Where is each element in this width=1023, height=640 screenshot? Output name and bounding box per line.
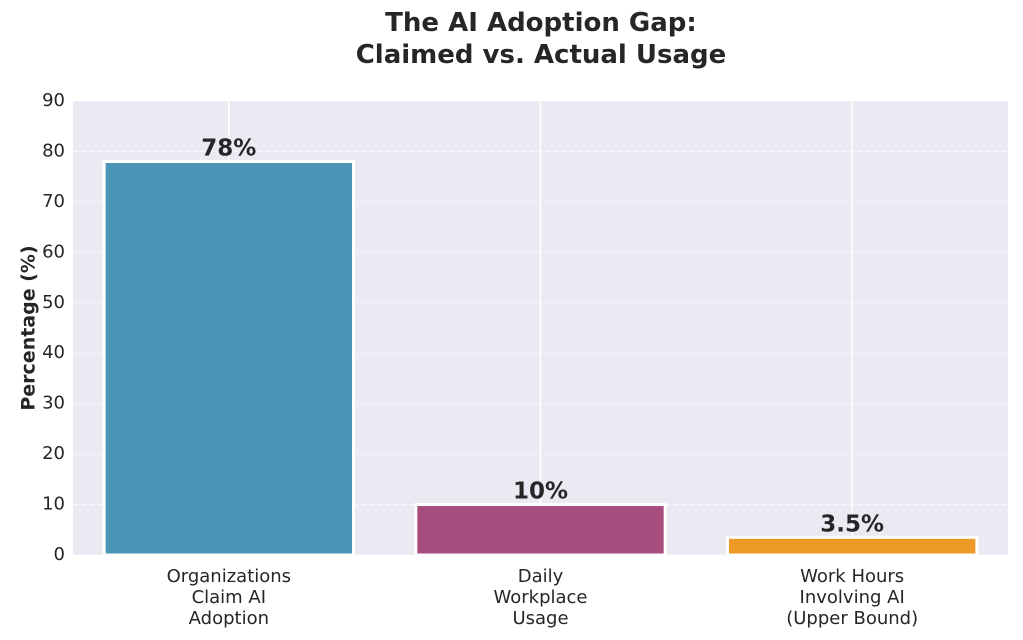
y-tick-label: 20 (42, 443, 65, 464)
x-tick-label: Daily Workplace Usage (493, 566, 587, 629)
y-tick-label: 50 (42, 292, 65, 313)
bar (726, 535, 979, 557)
y-tick-label: 30 (42, 393, 65, 414)
y-axis-label: Percentage (%) (18, 245, 40, 410)
y-tick-label: 0 (54, 544, 65, 565)
y-tick-label: 80 (42, 140, 65, 161)
bar (414, 503, 667, 557)
value-label: 3.5% (820, 511, 884, 537)
chart-title: The AI Adoption Gap: Claimed vs. Actual U… (356, 8, 727, 70)
y-tick-label: 70 (42, 191, 65, 212)
x-tick-label: Work Hours Involving AI (Upper Bound) (786, 566, 918, 629)
bar (102, 160, 355, 557)
x-tick-label: Organizations Claim AI Adoption (167, 566, 291, 629)
y-tick-label: 10 (42, 494, 65, 515)
y-tick-label: 60 (42, 241, 65, 262)
y-tick-label: 90 (42, 90, 65, 111)
value-label: 78% (201, 136, 256, 162)
y-tick-label: 40 (42, 342, 65, 363)
value-label: 10% (513, 479, 568, 505)
